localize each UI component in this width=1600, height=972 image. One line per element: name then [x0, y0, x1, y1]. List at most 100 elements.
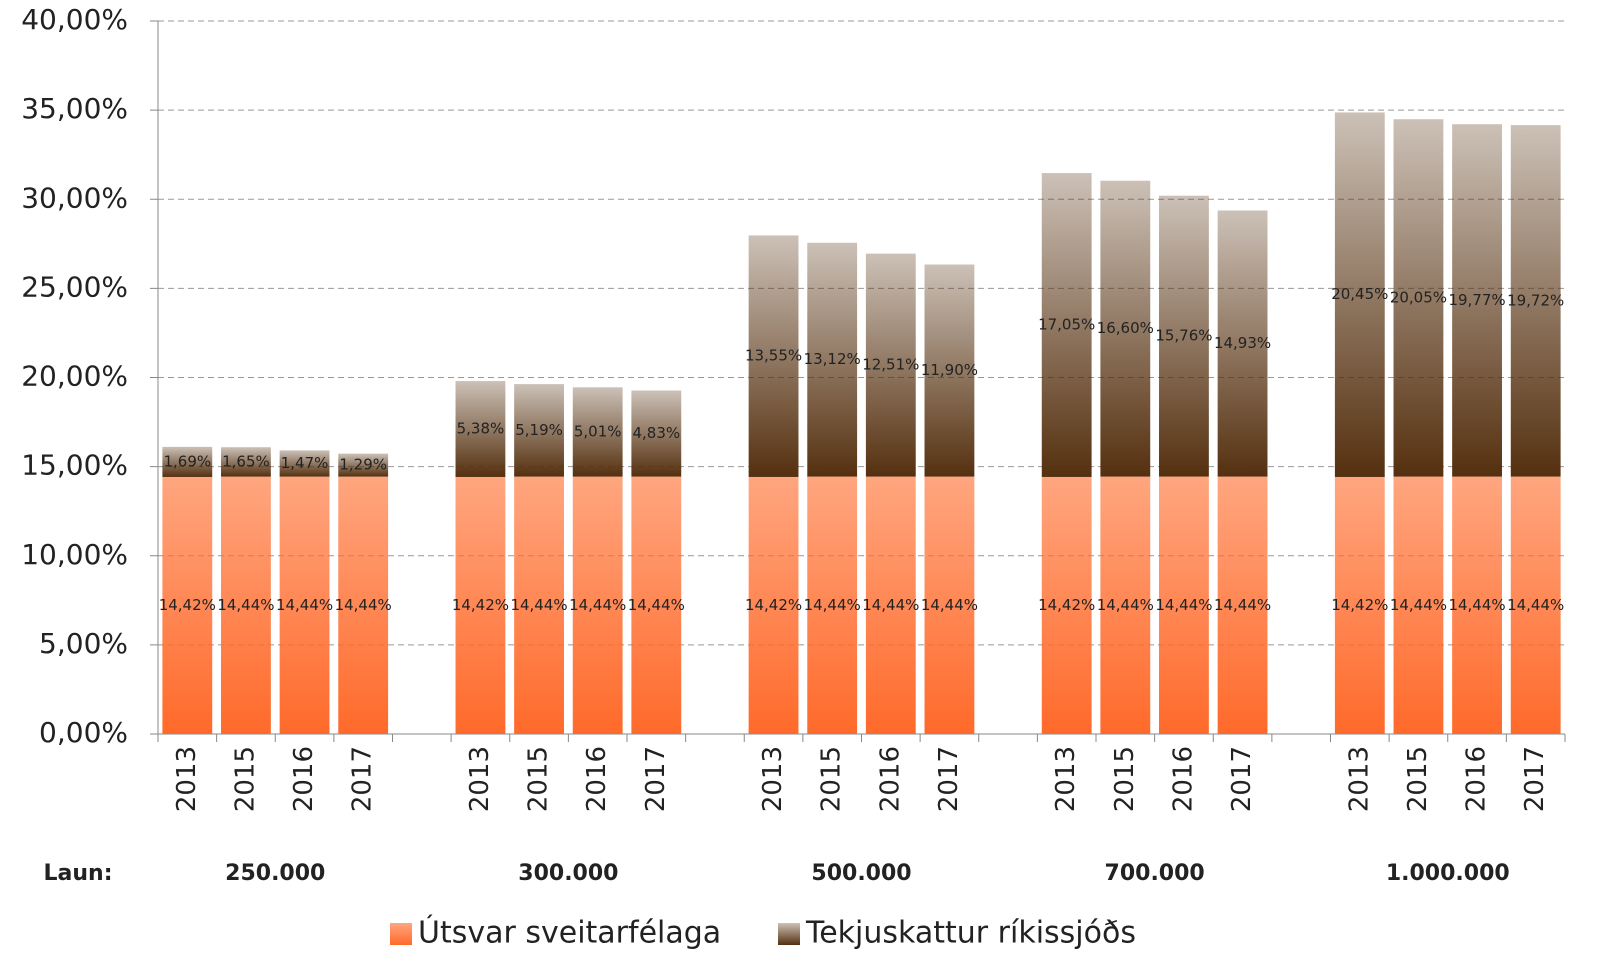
data-label: 14,44%	[1097, 596, 1154, 614]
bar-segment	[338, 453, 389, 477]
group-title: Laun:	[44, 861, 113, 886]
bar-segment	[279, 450, 330, 477]
data-label: 20,45%	[1331, 285, 1388, 303]
data-label: 11,90%	[921, 361, 978, 379]
x-tick-label: 2015	[1403, 746, 1433, 812]
bar-segment	[924, 264, 975, 477]
bar-segment	[572, 387, 623, 477]
x-tick-label: 2013	[1344, 746, 1374, 812]
data-label: 14,44%	[569, 596, 626, 614]
bar-segment	[1041, 476, 1092, 734]
bar-segment	[748, 476, 799, 734]
data-label: 1,47%	[281, 454, 329, 472]
bar-segment	[1393, 476, 1444, 734]
bar-segment	[1510, 476, 1561, 734]
x-tick-label: 2017	[348, 746, 378, 812]
y-tick-label: 40,00%	[21, 3, 128, 36]
x-tick-label: 2016	[582, 746, 612, 812]
bar-segment	[807, 242, 858, 477]
y-tick-label: 35,00%	[21, 92, 128, 125]
data-label: 14,42%	[1331, 596, 1388, 614]
data-label: 13,12%	[804, 350, 861, 368]
bar-segment	[865, 253, 916, 477]
y-tick-label: 20,00%	[21, 360, 128, 393]
x-tick-label: 2015	[230, 746, 260, 812]
data-label: 14,44%	[510, 596, 567, 614]
y-tick-label: 10,00%	[21, 538, 128, 571]
data-label: 14,44%	[628, 596, 685, 614]
data-label: 14,42%	[745, 596, 802, 614]
bar-segment	[221, 447, 271, 477]
x-tick-label: 2016	[289, 746, 319, 812]
bar-segment	[221, 476, 271, 734]
x-tick-label: 2013	[172, 746, 202, 812]
y-tick-label: 30,00%	[21, 181, 128, 214]
x-tick-label: 2015	[524, 746, 554, 812]
x-tick-label: 2013	[1051, 746, 1081, 812]
bar-segment	[1217, 476, 1268, 734]
data-label: 14,93%	[1214, 334, 1271, 352]
data-label: 20,05%	[1390, 288, 1447, 306]
data-label: 13,55%	[745, 347, 802, 365]
data-label: 19,72%	[1507, 291, 1564, 309]
data-label: 14,42%	[1038, 596, 1095, 614]
bar-segment	[1159, 195, 1209, 477]
x-tick-label: 2016	[1462, 746, 1492, 812]
legend-swatch	[390, 923, 412, 945]
y-tick-label: 25,00%	[21, 270, 128, 303]
data-label: 1,29%	[339, 456, 387, 474]
data-label: 14,44%	[1155, 596, 1212, 614]
bar-segment	[572, 476, 623, 734]
data-label: 14,44%	[335, 596, 392, 614]
x-tick-label: 2017	[1520, 746, 1550, 812]
data-label: 17,05%	[1038, 316, 1095, 334]
data-label: 14,42%	[159, 596, 216, 614]
x-tick-label: 2013	[758, 746, 788, 812]
bar-segment	[1452, 124, 1502, 477]
data-label: 5,38%	[457, 420, 505, 438]
x-tick-label: 2016	[875, 746, 905, 812]
bar-segment	[631, 476, 682, 734]
bar-segment	[1217, 210, 1268, 477]
data-label: 14,44%	[217, 596, 274, 614]
x-tick-label: 2017	[641, 746, 671, 812]
data-label: 14,44%	[804, 596, 861, 614]
legend-label: Útsvar sveitarfélaga	[418, 914, 721, 951]
legend-swatch	[778, 923, 800, 945]
data-label: 1,65%	[222, 452, 270, 470]
group-label: 500.000	[811, 861, 911, 886]
bar-segment	[279, 476, 330, 734]
data-label: 5,01%	[574, 422, 622, 440]
data-label: 4,83%	[632, 424, 680, 442]
data-label: 14,44%	[276, 596, 333, 614]
data-label: 14,44%	[1507, 596, 1564, 614]
group-label: 250.000	[225, 861, 325, 886]
bar-segment	[514, 384, 564, 477]
bar-segment	[865, 476, 916, 734]
y-tick-label: 5,00%	[39, 627, 128, 660]
bar-segment	[1393, 119, 1444, 477]
bar-segment	[807, 476, 858, 734]
x-tick-label: 2017	[934, 746, 964, 812]
data-label: 19,77%	[1448, 291, 1505, 309]
x-tick-label: 2013	[465, 746, 495, 812]
data-label: 14,44%	[1448, 596, 1505, 614]
data-label: 12,51%	[862, 356, 919, 374]
bar-segment	[1334, 476, 1385, 734]
data-label: 1,69%	[163, 452, 211, 470]
group-label: 300.000	[518, 861, 618, 886]
bar-segment	[162, 446, 213, 477]
bar-segment	[514, 476, 564, 734]
bar-segment	[455, 476, 506, 734]
y-tick-label: 0,00%	[39, 716, 128, 749]
x-tick-label: 2015	[817, 746, 847, 812]
bar-segment	[631, 390, 682, 477]
bar-segment	[1452, 476, 1502, 734]
x-tick-label: 2017	[1227, 746, 1257, 812]
x-tick-label: 2016	[1168, 746, 1198, 812]
bar-segment	[1100, 476, 1151, 734]
bar-segment	[748, 235, 799, 477]
bar-segment	[455, 381, 506, 477]
bar-segment	[1159, 476, 1209, 734]
data-label: 14,44%	[1214, 596, 1271, 614]
